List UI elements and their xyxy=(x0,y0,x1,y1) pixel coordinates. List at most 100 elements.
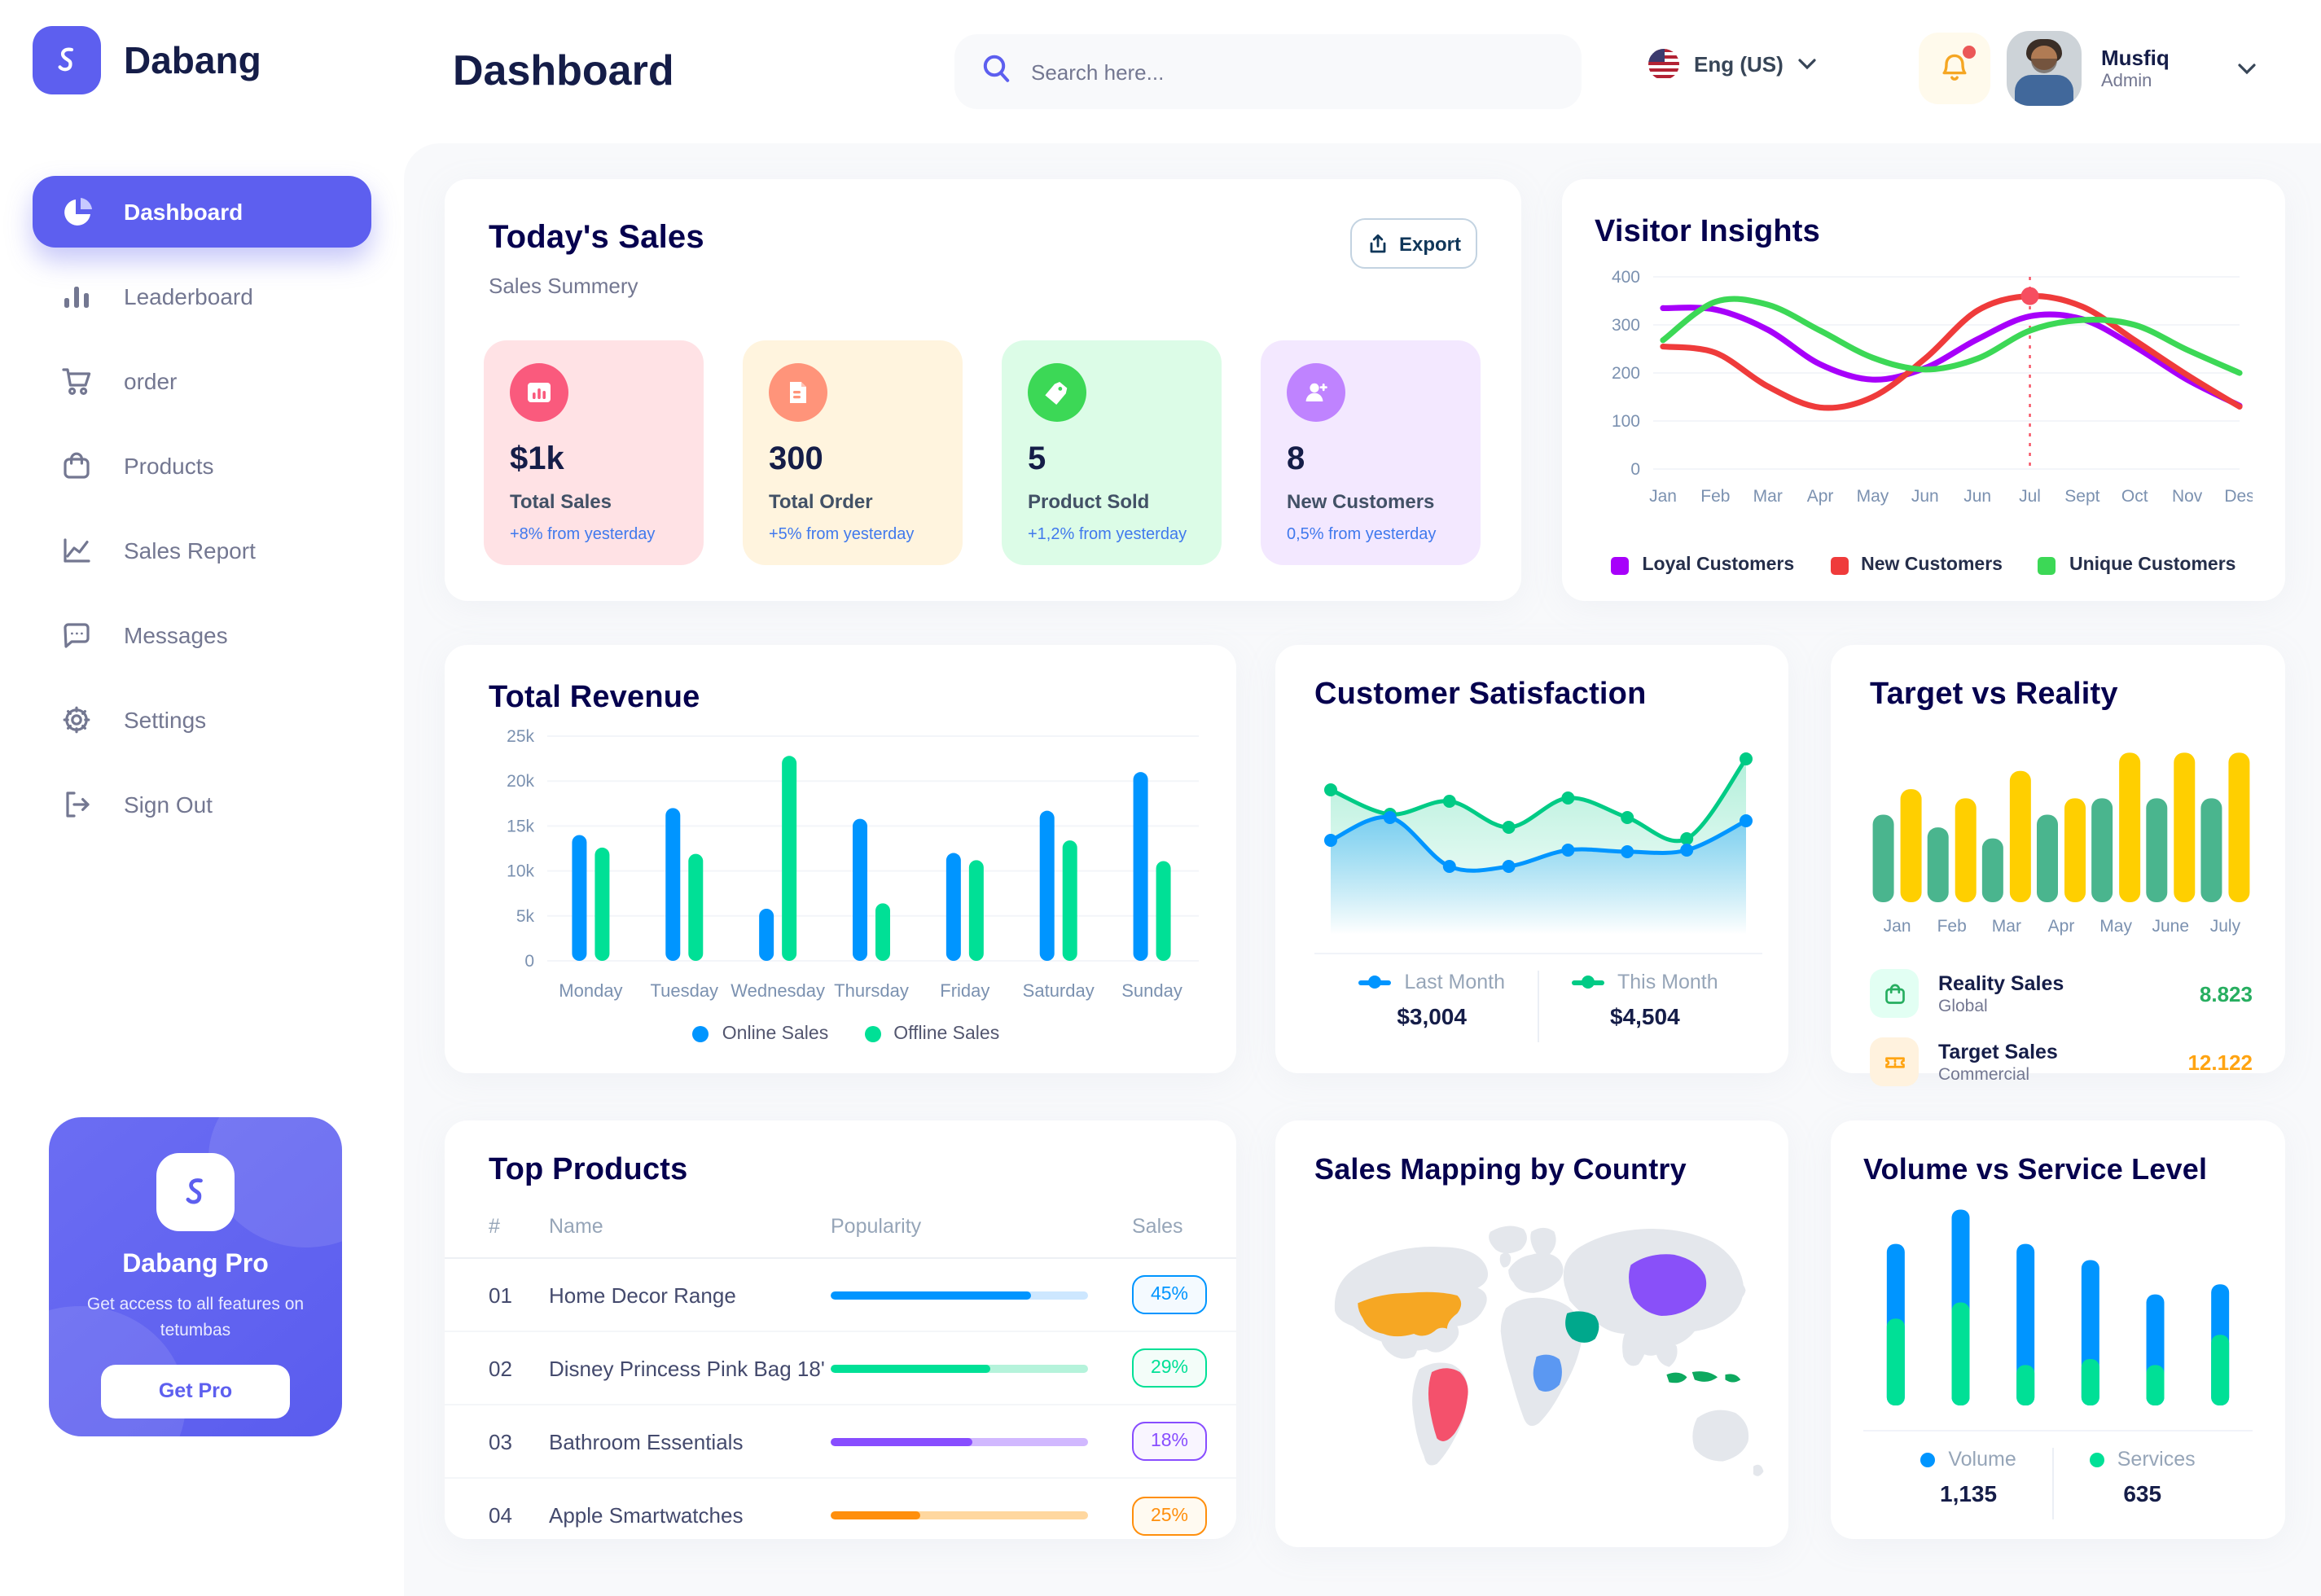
message-icon xyxy=(59,617,94,653)
sidebar-item-sales-report[interactable]: Sales Report xyxy=(33,515,371,586)
upload-icon xyxy=(1370,233,1386,252)
svg-text:5k: 5k xyxy=(516,907,535,926)
reality-sales-summary: Reality Sales Global 8.823 xyxy=(1870,969,2253,1018)
cart-icon xyxy=(59,363,94,399)
target-vs-reality-card: Target vs Reality Jan Feb Mar Apr May June Jul… xyxy=(1831,645,2285,1086)
stat-total-sales: $1k Total Sales +8% from yesterday xyxy=(484,340,704,565)
notification-badge xyxy=(1963,46,1976,59)
total-revenue-chart: 0 5k 10k 15k 20k 25k Monday Tuesday Wednesday Thu… xyxy=(507,727,1199,1001)
reality-sales-value: 8.823 xyxy=(2199,981,2253,1006)
legend-line-dot xyxy=(1572,976,1604,989)
svg-text:Thursday: Thursday xyxy=(834,980,909,1001)
get-pro-button[interactable]: Get Pro xyxy=(101,1364,290,1418)
total-revenue-card: Total Revenue 0 5k 10k 15k 20k 25k Monday Tuesd… xyxy=(445,645,1236,1073)
total-revenue-legend: Online Sales Offline Sales xyxy=(489,1024,1204,1044)
svg-text:300: 300 xyxy=(1612,316,1640,335)
customer-satisfaction-chart xyxy=(1324,752,1753,935)
country-saudi-arabia xyxy=(1565,1311,1599,1343)
top-products-header: # Name Popularity Sales xyxy=(445,1215,1236,1259)
sidebar-item-label: order xyxy=(124,368,178,394)
stat-new-customers: 8 New Customers 0,5% from yesterday xyxy=(1261,340,1481,565)
svg-text:Feb: Feb xyxy=(1700,487,1730,506)
user-name: Musfiq xyxy=(2101,45,2170,70)
top-products-title: Top Products xyxy=(489,1153,688,1187)
legend-line-dot xyxy=(1358,976,1392,989)
svg-text:Tuesday: Tuesday xyxy=(650,980,718,1001)
search-input[interactable] xyxy=(1031,59,1555,84)
sidebar-item-sign-out[interactable]: Sign Out xyxy=(33,769,371,840)
total-revenue-title: Total Revenue xyxy=(489,681,700,715)
user-profile[interactable]: Musfiq Admin xyxy=(2007,31,2256,106)
export-button[interactable]: Export xyxy=(1350,218,1477,269)
brand-logo-icon xyxy=(33,26,101,94)
page-title: Dashboard xyxy=(453,46,674,94)
table-row: 04 Apple Smartwatches 25% xyxy=(445,1479,1236,1552)
pro-card-subtitle: Get access to all features on tetumbas xyxy=(86,1295,305,1340)
popularity-bar xyxy=(831,1511,1088,1519)
country-china xyxy=(1629,1254,1707,1317)
todays-sales-title: Today's Sales xyxy=(489,220,704,256)
svg-text:July: July xyxy=(2210,917,2241,936)
search-bar[interactable] xyxy=(954,34,1582,109)
customer-satisfaction-card: Customer Satisfaction Last Month $3,004 … xyxy=(1275,645,1788,1073)
svg-text:Monday: Monday xyxy=(559,980,622,1001)
svg-text:100: 100 xyxy=(1612,412,1640,431)
svg-text:Jul: Jul xyxy=(2019,487,2041,506)
world-map xyxy=(1334,1226,1764,1476)
sidebar-item-dashboard[interactable]: Dashboard xyxy=(33,176,371,248)
sidebar-item-products[interactable]: Products xyxy=(33,430,371,502)
svg-text:Mar: Mar xyxy=(1753,487,1783,506)
volume-service-legend: Volume 1,135 Services 635 xyxy=(1863,1448,2253,1519)
svg-text:June: June xyxy=(2152,917,2190,936)
top-products-card: Top Products # Name Popularity Sales 01 … xyxy=(445,1120,1236,1539)
svg-text:0: 0 xyxy=(524,952,534,971)
volume-service-chart xyxy=(1886,1209,2230,1405)
sidebar-item-leaderboard[interactable]: Leaderboard xyxy=(33,261,371,332)
bag-icon xyxy=(1870,969,1919,1018)
svg-text:Sunday: Sunday xyxy=(1121,980,1182,1001)
svg-text:Friday: Friday xyxy=(940,980,989,1001)
customer-satisfaction-legend: Last Month $3,004 This Month $4,504 xyxy=(1314,971,1762,1042)
svg-text:Nov: Nov xyxy=(2172,487,2203,506)
country-brazil xyxy=(1428,1368,1468,1441)
sidebar-item-settings[interactable]: Settings xyxy=(33,684,371,756)
notification-button[interactable] xyxy=(1919,33,1990,104)
sidebar-item-order[interactable]: order xyxy=(33,345,371,417)
target-sales-value: 12.122 xyxy=(2187,1050,2253,1074)
svg-text:Sept: Sept xyxy=(2064,487,2099,506)
services-total: 635 xyxy=(2123,1480,2162,1506)
pie-chart-icon xyxy=(59,194,94,230)
svg-text:200: 200 xyxy=(1612,364,1640,383)
stat-product-sold: 5 Product Sold +1,2% from yesterday xyxy=(1002,340,1222,565)
sidebar-item-label: Settings xyxy=(124,707,207,733)
popularity-bar xyxy=(831,1291,1088,1299)
sidebar-item-label: Dashboard xyxy=(124,199,244,225)
sales-badge: 29% xyxy=(1132,1348,1207,1388)
svg-text:Apr: Apr xyxy=(1807,487,1834,506)
table-row: 01 Home Decor Range 45% xyxy=(445,1259,1236,1332)
svg-text:0: 0 xyxy=(1630,460,1640,479)
sidebar: Dashboard Leaderboard order Products Sal… xyxy=(0,163,404,853)
svg-text:Jun: Jun xyxy=(1911,487,1939,506)
bar-chart-icon xyxy=(59,278,94,314)
svg-text:May: May xyxy=(2099,917,2132,936)
brand: Dabang xyxy=(33,26,261,94)
stat-total-order: 300 Total Order +5% from yesterday xyxy=(743,340,963,565)
search-icon xyxy=(981,51,1013,92)
language-selector[interactable]: Eng (US) xyxy=(1648,49,1816,80)
svg-text:10k: 10k xyxy=(507,862,534,881)
volume-service-card: Volume vs Service Level Volume 1,135 Ser… xyxy=(1831,1120,2285,1539)
country-dr-congo xyxy=(1533,1354,1562,1392)
target-vs-reality-title: Target vs Reality xyxy=(1870,677,2118,712)
legend-dot xyxy=(1920,1452,1936,1467)
user-role: Admin xyxy=(2101,72,2152,92)
svg-text:May: May xyxy=(1857,487,1889,506)
svg-text:Jan: Jan xyxy=(1884,917,1911,936)
target-vs-reality-chart: Jan Feb Mar Apr May June July xyxy=(1872,752,2250,936)
table-row: 03 Bathroom Essentials 18% xyxy=(445,1405,1236,1479)
sidebar-item-label: Products xyxy=(124,453,214,479)
svg-text:25k: 25k xyxy=(507,727,534,746)
svg-text:Jun: Jun xyxy=(1963,487,1991,506)
sidebar-item-messages[interactable]: Messages xyxy=(33,599,371,671)
tag-icon xyxy=(1028,363,1086,422)
